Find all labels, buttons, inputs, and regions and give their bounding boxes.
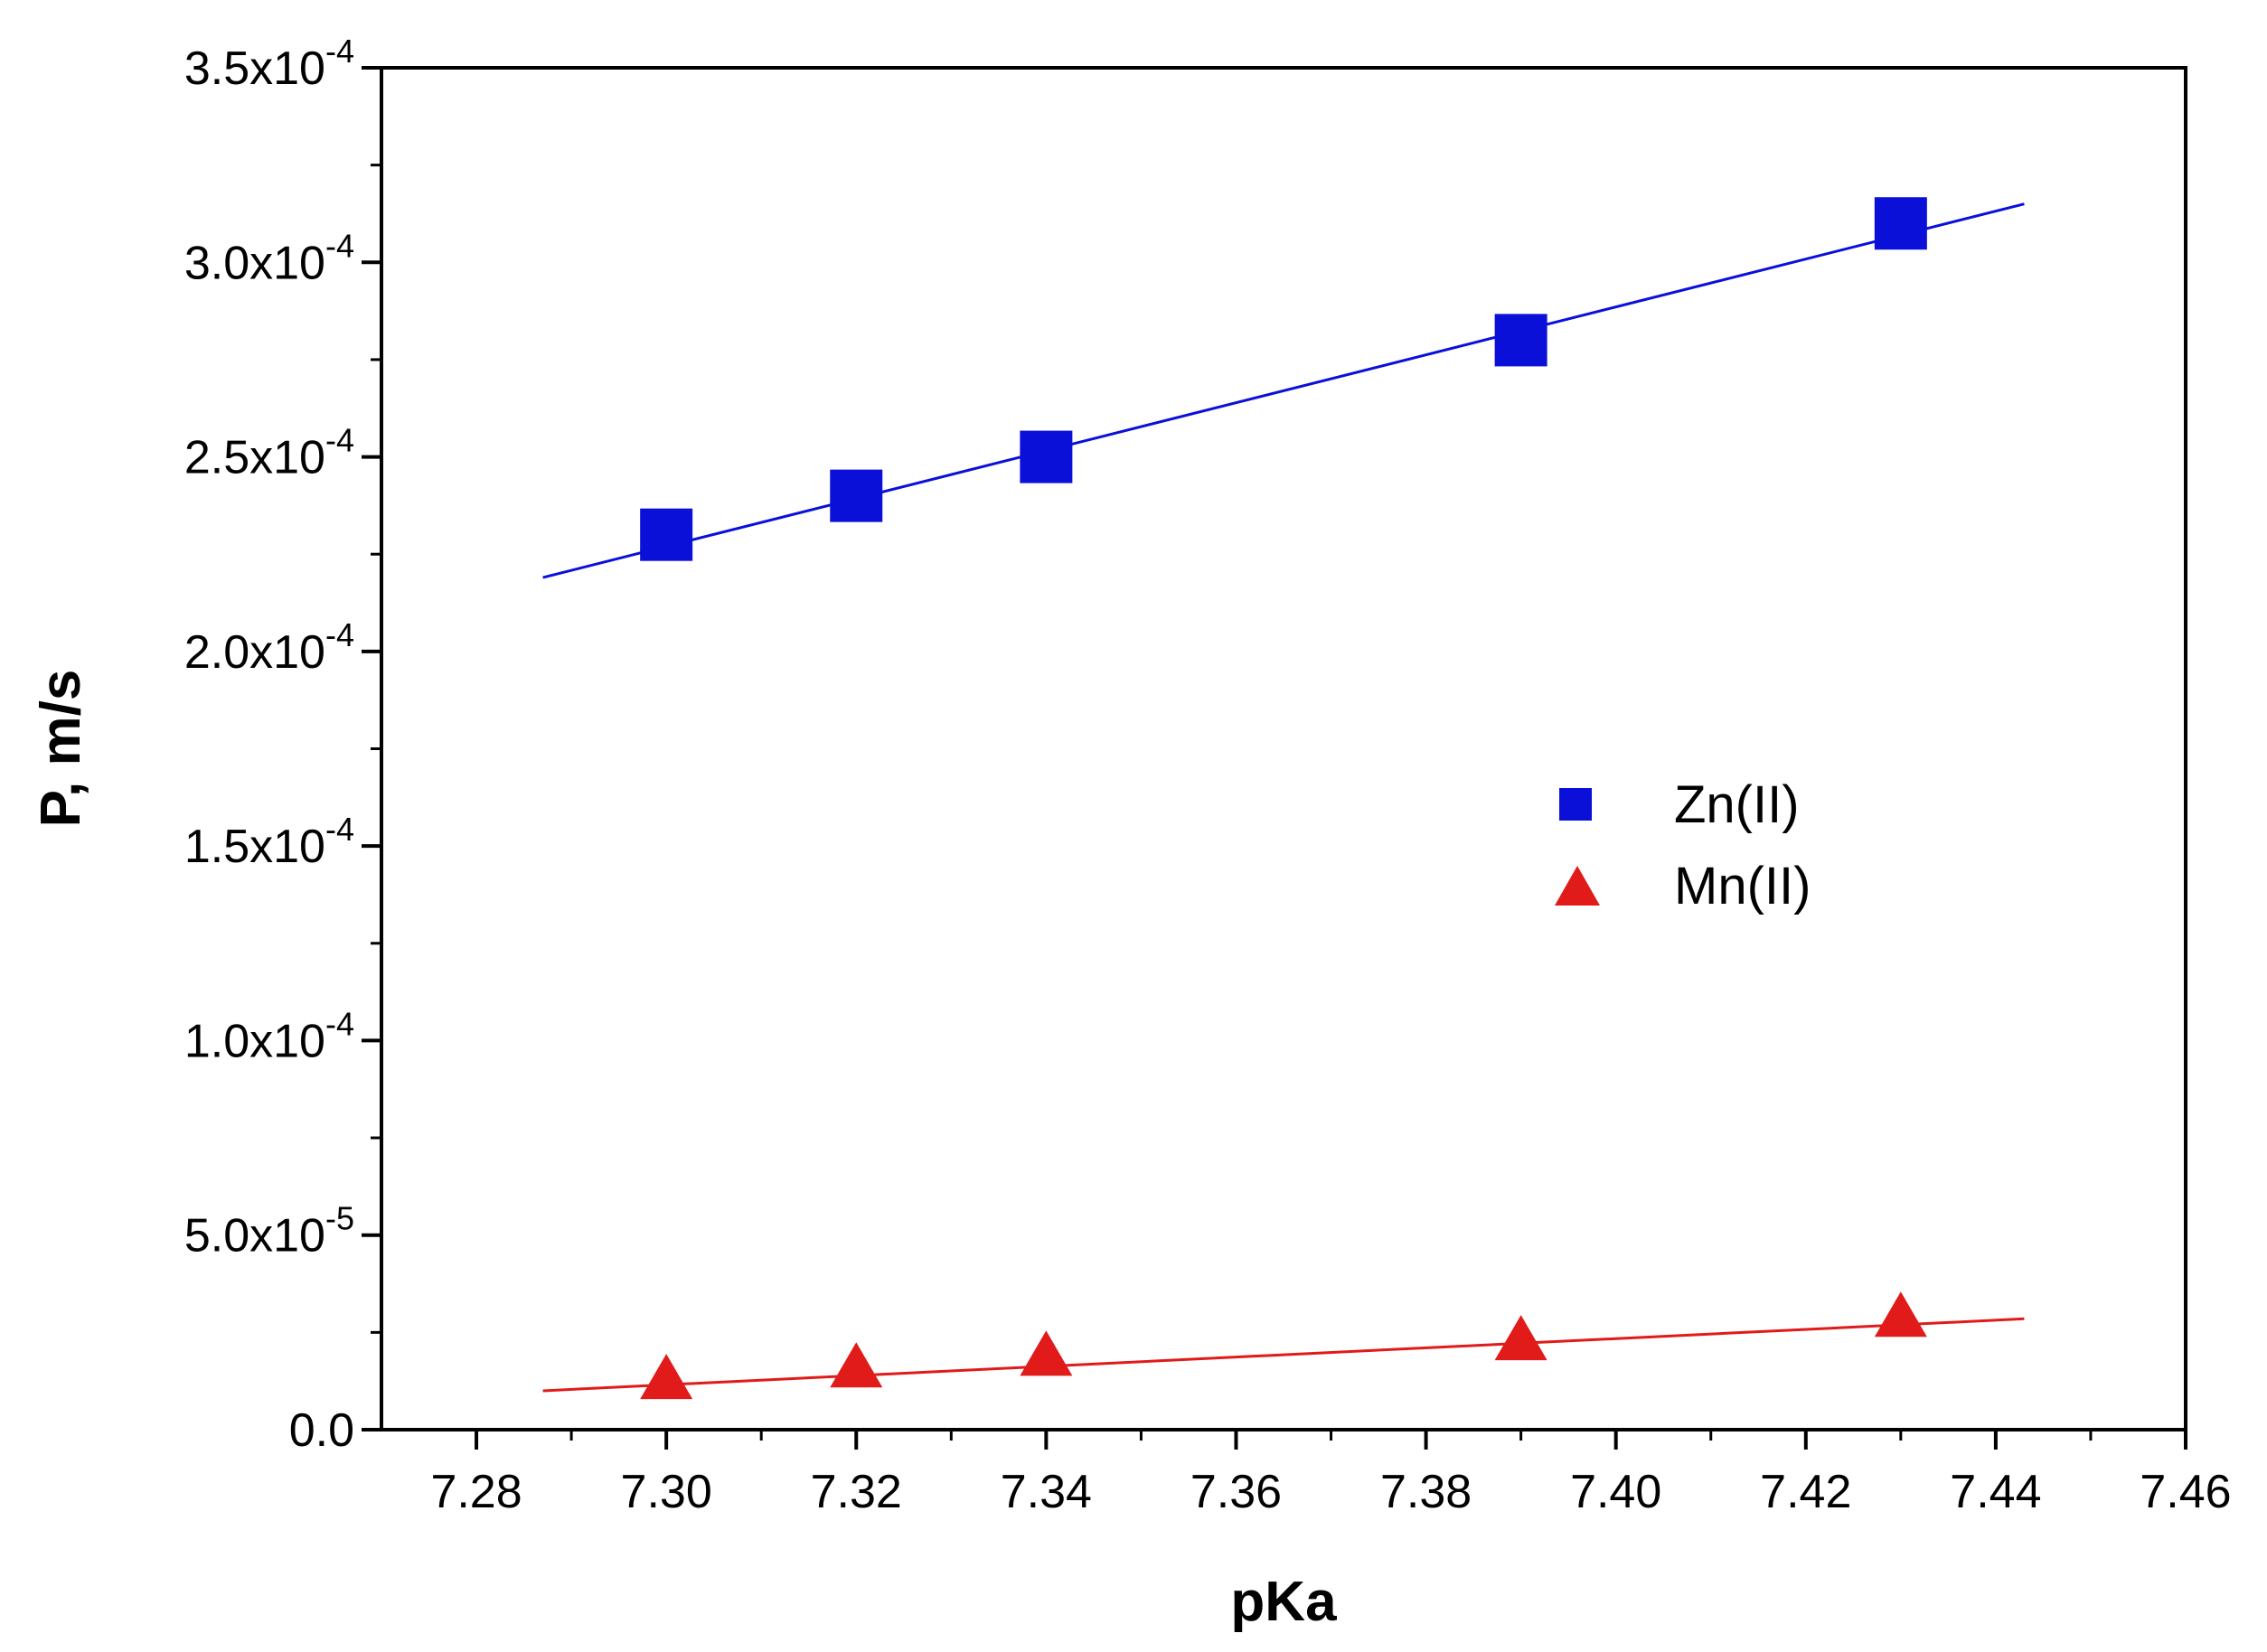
legend-label-zn: Zn(II) <box>1674 775 1800 834</box>
data-point-zn-ii <box>1494 314 1547 367</box>
y-tick-label: 2.0x10-4 <box>184 616 354 679</box>
x-tick-label: 7.36 <box>1190 1466 1282 1518</box>
x-axis-ticks: 7.28 7.30 7.32 7.34 7.36 7.38 7.40 7.42 7.44 7.46 <box>430 1430 2232 1518</box>
y-tick-label: 5.0x10-5 <box>184 1200 354 1262</box>
x-axis-title: pKa <box>1230 1571 1337 1633</box>
data-point-mn-ii <box>1020 1330 1073 1376</box>
legend-label-mn: Mn(II) <box>1674 857 1811 915</box>
data-point-zn-ii <box>830 469 883 522</box>
y-tick-label: 3.0x10-4 <box>184 227 354 289</box>
fit-lines <box>542 202 2025 1393</box>
x-tick-label: 7.46 <box>2140 1466 2231 1518</box>
legend-marker-mn <box>1555 866 1600 906</box>
x-tick-label: 7.32 <box>811 1466 902 1518</box>
data-point-mn-ii <box>830 1342 883 1388</box>
y-tick-label: 1.0x10-4 <box>184 1005 354 1067</box>
y-tick-label: 3.5x10-4 <box>184 33 354 95</box>
x-tick-label: 7.44 <box>1950 1466 2041 1518</box>
data-markers <box>640 197 1927 1400</box>
x-tick-label: 7.40 <box>1570 1466 1661 1518</box>
plot-frame <box>380 66 2187 1431</box>
y-axis-ticks: 0.0 5.0x10-5 1.0x10-4 1.5x10-4 2.0x10-4 2.5x1… <box>184 33 381 1457</box>
legend-marker-zn <box>1559 788 1592 821</box>
x-tick-label: 7.38 <box>1380 1466 1472 1518</box>
y-tick-label: 1.5x10-4 <box>184 811 354 873</box>
data-point-mn-ii <box>1494 1315 1547 1361</box>
data-point-zn-ii <box>640 508 693 561</box>
fit-line-mn-ii <box>542 1317 2025 1393</box>
fit-line-zn-ii <box>542 202 2025 579</box>
x-tick-label: 7.42 <box>1760 1466 1851 1518</box>
y-tick-label: 0.0 <box>289 1404 354 1457</box>
y-axis-title: P, m/s <box>30 670 92 828</box>
data-point-zn-ii <box>1020 430 1073 483</box>
data-point-mn-ii <box>640 1354 693 1400</box>
data-point-zn-ii <box>1874 197 1927 250</box>
legend: Zn(II) Mn(II) <box>1555 775 1811 915</box>
y-tick-label: 2.5x10-4 <box>184 422 354 484</box>
data-point-mn-ii <box>1874 1291 1927 1338</box>
x-tick-label: 7.34 <box>1001 1466 1092 1518</box>
x-tick-label: 7.30 <box>621 1466 712 1518</box>
x-tick-label: 7.28 <box>430 1466 522 1518</box>
